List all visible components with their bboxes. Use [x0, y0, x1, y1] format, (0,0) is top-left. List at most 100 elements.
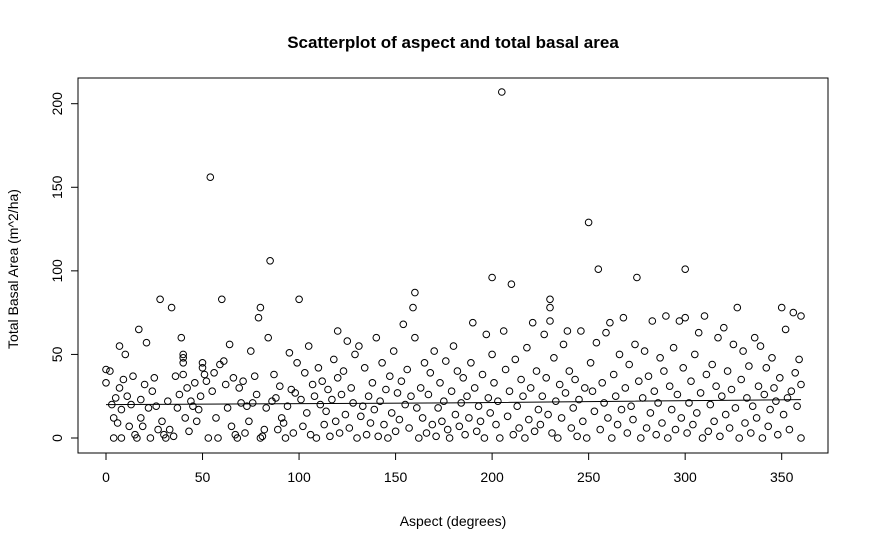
data-point	[322, 407, 330, 416]
data-point	[635, 377, 643, 386]
data-point	[202, 377, 211, 386]
data-point	[117, 434, 126, 442]
data-point	[602, 328, 610, 337]
data-point	[328, 395, 336, 404]
data-point	[621, 384, 630, 392]
data-point	[318, 377, 327, 386]
data-point	[345, 424, 354, 432]
data-point	[382, 385, 390, 394]
x-axis-label: Aspect (degrees)	[400, 513, 507, 529]
data-point	[503, 412, 512, 421]
data-point	[727, 385, 736, 394]
data-point	[546, 317, 554, 325]
data-point	[455, 422, 464, 431]
data-point	[642, 424, 651, 432]
data-point	[785, 425, 794, 434]
data-point	[181, 414, 189, 422]
data-point	[420, 359, 429, 367]
data-point	[196, 392, 205, 401]
data-point	[748, 402, 757, 411]
data-point	[507, 280, 516, 289]
data-point	[501, 365, 510, 374]
data-point	[482, 330, 491, 339]
data-point	[378, 359, 386, 367]
y-tick-label: 150	[49, 175, 65, 199]
x-tick-label: 300	[673, 469, 697, 485]
data-point	[140, 380, 149, 389]
data-point	[463, 392, 471, 401]
data-point	[689, 420, 697, 429]
data-point	[260, 425, 269, 434]
data-point	[609, 370, 618, 379]
data-point	[542, 374, 551, 382]
data-point	[243, 402, 251, 411]
y-tick-label: 50	[49, 346, 65, 362]
data-point	[731, 404, 740, 412]
data-point	[470, 384, 479, 392]
data-point	[339, 367, 348, 375]
data-point	[192, 417, 201, 426]
data-point	[687, 377, 695, 386]
data-point	[445, 434, 454, 442]
data-point	[720, 323, 728, 332]
data-point	[608, 434, 616, 442]
data-point	[357, 412, 365, 421]
data-point	[304, 342, 313, 350]
data-point	[256, 434, 265, 442]
data-point	[467, 359, 475, 367]
data-point	[629, 415, 637, 424]
data-point	[650, 387, 659, 396]
data-point	[295, 295, 303, 304]
data-point	[233, 434, 242, 442]
data-point	[499, 327, 508, 335]
data-point	[440, 397, 448, 406]
data-point	[152, 402, 160, 411]
data-point	[235, 384, 243, 392]
data-point	[241, 429, 249, 437]
data-point	[434, 404, 442, 412]
data-point	[335, 429, 344, 437]
data-point	[111, 394, 120, 402]
data-point	[399, 320, 408, 329]
x-tick-label: 350	[770, 469, 794, 485]
data-point	[696, 389, 705, 397]
data-point	[554, 434, 562, 442]
data-point	[548, 429, 556, 437]
data-point	[544, 410, 552, 419]
data-point	[528, 318, 537, 327]
data-point	[252, 390, 261, 399]
data-point	[569, 404, 578, 412]
y-tick-label: 200	[49, 92, 65, 116]
data-point	[281, 434, 290, 442]
data-point	[586, 359, 595, 367]
data-point	[129, 372, 137, 381]
data-point	[341, 410, 350, 419]
data-point	[723, 367, 732, 375]
data-point	[606, 318, 614, 327]
data-point	[204, 434, 213, 442]
data-point	[442, 357, 450, 365]
data-point	[191, 379, 199, 387]
data-point	[237, 399, 245, 407]
data-point	[227, 422, 236, 431]
data-point	[411, 288, 419, 297]
data-point	[461, 430, 469, 439]
data-point	[162, 434, 170, 442]
data-point	[113, 419, 122, 427]
data-point	[675, 317, 684, 325]
data-point	[546, 295, 554, 304]
data-point	[555, 380, 564, 389]
data-point	[428, 420, 437, 429]
data-point	[198, 359, 207, 367]
data-point	[752, 414, 761, 422]
data-point	[308, 380, 317, 389]
data-point	[677, 414, 686, 422]
data-point	[523, 343, 531, 352]
data-point	[513, 402, 522, 411]
data-point	[183, 384, 191, 392]
data-point	[652, 430, 661, 439]
data-point	[301, 369, 309, 377]
data-point	[351, 350, 359, 359]
data-point	[693, 409, 701, 417]
